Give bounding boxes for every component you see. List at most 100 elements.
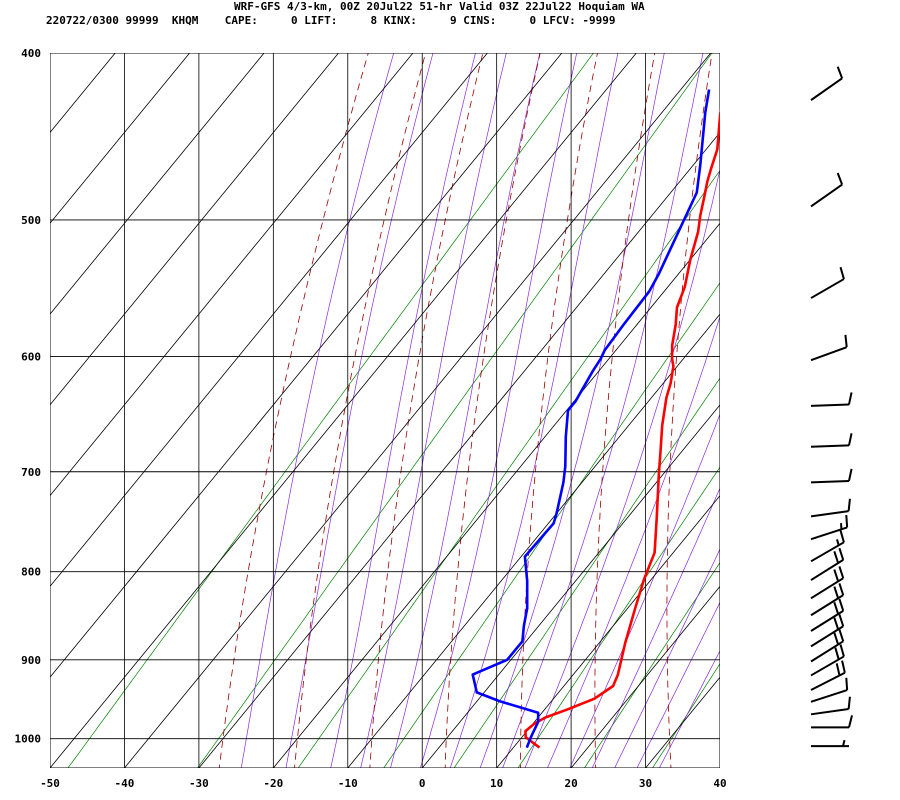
dry-adiabat-line: [369, 53, 484, 768]
dewpoint-line: [471, 89, 711, 749]
wind-barb: [810, 677, 849, 703]
wind-barb-shaft: [810, 689, 848, 703]
isotherm-line: [570, 585, 720, 768]
wind-barb-flag: [834, 647, 840, 660]
moist-adiabat-line: [360, 53, 507, 768]
wind-barb-shaft: [810, 625, 844, 648]
wind-barb-flag: [833, 601, 840, 615]
pressure-label: 500: [21, 214, 41, 227]
moist-adiabat-line: [524, 167, 720, 768]
wind-barb-flag: [838, 547, 845, 561]
temperature-label: -50: [40, 777, 60, 790]
wind-barb: [810, 696, 851, 716]
wind-barb-half-flag: [842, 739, 846, 747]
wind-barb: [810, 614, 845, 648]
temperature-label: 20: [564, 777, 577, 790]
wind-barb: [810, 266, 845, 299]
wind-barb: [810, 629, 845, 663]
moist-adiabat-line: [636, 601, 720, 768]
wind-barb-flag: [836, 172, 844, 185]
moist-adiabat-line: [479, 53, 665, 768]
wind-barbs: [810, 66, 853, 748]
temperature-line: [524, 108, 720, 749]
wind-barb-shaft: [810, 594, 844, 617]
wind-barb-flag: [838, 583, 845, 596]
dry-adiabat-line: [294, 53, 427, 768]
wind-barb-flag: [838, 629, 845, 642]
moist-adiabat-line: [614, 548, 720, 768]
dry-adiabat-line: [666, 53, 713, 768]
isotherm-line: [124, 53, 712, 768]
wind-barb-shaft: [810, 708, 849, 716]
dry-adiabat-line: [737, 44, 771, 772]
pressure-label: 800: [21, 566, 41, 579]
wind-barb-flag: [839, 266, 845, 280]
wind-barb-shaft: [810, 577, 844, 600]
wind-barb-flag: [839, 530, 845, 543]
wind-barb-shaft: [810, 183, 843, 208]
wind-barb-flag: [838, 614, 845, 627]
isotherm-line: [50, 53, 190, 224]
wind-barb: [811, 715, 853, 729]
isotherm-line: [50, 53, 563, 678]
wind-barb-shaft: [810, 610, 844, 632]
temperature-label: 0: [419, 777, 426, 790]
isotherm-line: [645, 676, 720, 768]
wind-barb: [811, 739, 849, 748]
station-info: 220722/0300 99999 KHQM CAPE: 0 LIFT: 8 K…: [46, 14, 616, 27]
background-lines: [67, 44, 898, 772]
wind-barb-flag: [848, 715, 853, 728]
isotherm-line: [421, 404, 720, 768]
wind-barb-shaft: [810, 77, 843, 101]
wind-barb-shaft: [810, 655, 845, 677]
wind-barb-shaft: [810, 541, 845, 563]
isotherm-line: [496, 495, 720, 768]
dry-adiabat-line: [804, 44, 828, 772]
wind-barb: [810, 598, 845, 632]
wind-barb-flag: [847, 468, 853, 482]
dry-adiabat-line: [594, 53, 656, 768]
wind-barb-flag: [847, 696, 851, 710]
chart-title: WRF-GFS 4/3-km, 00Z 20Jul22 51-hr Valid …: [234, 0, 645, 13]
dry-adiabat-line: [520, 53, 598, 768]
wind-barb: [810, 530, 845, 563]
wind-barb-flag: [838, 598, 845, 612]
pressure-label: 600: [21, 350, 41, 363]
isotherm-line: [50, 53, 414, 497]
isotherm-line: [347, 313, 720, 768]
mixing-ratio-line: [517, 466, 720, 768]
wind-barb-shaft: [810, 559, 844, 581]
wind-barb-shaft: [810, 403, 850, 407]
wind-barb-shaft: [810, 444, 850, 448]
moist-adiabat-line: [659, 649, 720, 768]
wind-barb-flag: [839, 644, 845, 657]
wind-barb: [810, 583, 845, 617]
wind-barb-half-flag: [836, 539, 840, 546]
wind-barb-flag: [847, 392, 853, 405]
temperature-label: -20: [263, 777, 283, 790]
wind-barb-flag: [833, 632, 840, 645]
wind-barb-flag: [845, 677, 849, 691]
isotherm-line: [50, 53, 116, 134]
wind-barb-flag: [841, 660, 846, 673]
isotherm-line: [719, 767, 720, 768]
moist-adiabat-line: [502, 53, 704, 768]
wind-barb: [810, 515, 849, 541]
temperature-label: 10: [490, 777, 503, 790]
wind-barb: [810, 566, 845, 600]
temperature-axis-labels: -50 -40 -30 -20 -10 0 10 20 30 40: [40, 777, 727, 790]
wind-barb-shaft: [810, 510, 849, 518]
wind-barb: [810, 660, 846, 691]
mixing-ratio-line: [67, 53, 594, 768]
moist-adiabat-line: [330, 53, 476, 768]
mixing-ratio-line: [583, 561, 720, 768]
isotherm-isobar-grid: [50, 53, 720, 768]
moist-adiabat-line: [240, 53, 395, 768]
wind-barb-shaft: [810, 346, 848, 362]
isotherm-line: [273, 222, 720, 768]
moist-adiabat-line: [569, 413, 720, 768]
temperature-label: 30: [639, 777, 652, 790]
dry-adiabat-line: [870, 44, 898, 772]
temperature-label: -40: [115, 777, 135, 790]
